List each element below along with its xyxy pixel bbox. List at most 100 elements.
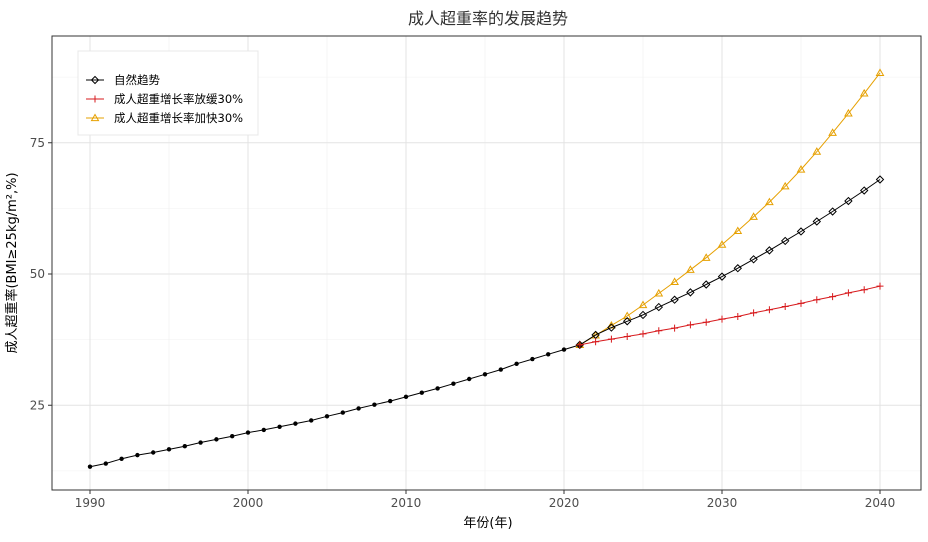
legend-label: 自然趋势 xyxy=(114,73,160,87)
legend-box xyxy=(77,50,259,136)
series-0-point xyxy=(654,302,664,312)
series-history-point xyxy=(87,464,93,469)
series-2-point xyxy=(796,165,806,173)
series-1-point xyxy=(718,315,726,323)
series-2-point xyxy=(812,147,822,155)
series-history-point xyxy=(293,421,298,426)
series-history-point xyxy=(119,456,124,461)
series-2-point xyxy=(638,300,648,309)
series-2-point xyxy=(670,277,679,285)
series-1 xyxy=(576,282,884,349)
series-1-point xyxy=(750,309,758,317)
series-1-point xyxy=(797,299,805,307)
legend-label: 成人超重增长率加快30% xyxy=(114,111,243,125)
series-1-point xyxy=(655,327,663,335)
series-history-point xyxy=(435,386,440,391)
series-2-point xyxy=(701,253,711,261)
x-tick-label: 2000 xyxy=(233,496,264,510)
series-2-point xyxy=(828,128,837,136)
series-0-point xyxy=(717,272,727,281)
series-history-point xyxy=(546,352,551,357)
series-0-point xyxy=(749,255,758,264)
series-0-point xyxy=(670,295,679,304)
series-0-point xyxy=(686,288,695,297)
series-history-point xyxy=(530,356,535,362)
series-0-point xyxy=(701,280,711,289)
series-1-point xyxy=(860,286,868,294)
series-2-point xyxy=(859,88,869,97)
series-2-line xyxy=(579,72,881,346)
series-1-point xyxy=(781,303,789,311)
x-tick-label: 2010 xyxy=(391,496,422,510)
series-0-point xyxy=(844,196,853,206)
y-axis: 25 50 75 xyxy=(30,136,52,412)
series-history-point xyxy=(103,461,109,466)
series-history-point xyxy=(403,394,409,400)
series-1-point xyxy=(607,335,615,343)
legend-key-marker xyxy=(90,75,100,85)
series-history-point xyxy=(182,444,187,449)
x-tick-label: 2030 xyxy=(707,496,738,510)
series-1-point xyxy=(639,330,647,338)
chart-title: 成人超重率的发展趋势 xyxy=(408,9,568,28)
y-tick-label: 25 xyxy=(30,398,45,412)
x-tick-label: 1990 xyxy=(75,496,106,510)
series-0 xyxy=(575,175,885,350)
series-history-point xyxy=(451,381,456,386)
series-1-point xyxy=(576,341,584,349)
legend-item: 成人超重增长率放缓30% xyxy=(86,92,243,106)
x-tick-label: 2040 xyxy=(865,496,896,510)
y-tick-label: 75 xyxy=(30,136,45,150)
series-history-point xyxy=(214,437,219,442)
series-1-point xyxy=(623,332,631,340)
series-history-point xyxy=(561,347,567,352)
series-1-point xyxy=(765,306,773,314)
series-0-point xyxy=(622,317,632,326)
series-history-point xyxy=(324,414,330,419)
series-layer xyxy=(87,68,885,469)
series-history-point xyxy=(467,376,472,382)
series-history-point xyxy=(261,427,266,433)
series-0-point xyxy=(828,207,837,216)
series-1-point xyxy=(844,289,852,297)
series-history-point xyxy=(151,450,156,455)
series-0-point xyxy=(859,186,869,195)
legend-key-marker xyxy=(90,113,100,122)
series-2-point xyxy=(717,240,727,248)
series-1-point xyxy=(671,324,679,332)
series-2-point xyxy=(654,288,664,297)
series-0-point xyxy=(765,246,774,255)
plot-border xyxy=(51,35,922,491)
series-history-point xyxy=(135,452,140,458)
series-0-point xyxy=(607,323,616,332)
legend-item: 自然趋势 xyxy=(86,73,160,87)
series-2-point xyxy=(875,68,885,77)
series-history-point xyxy=(198,440,203,445)
series-1-point xyxy=(829,293,837,301)
series-0-point xyxy=(796,227,806,236)
series-history-point xyxy=(356,406,361,411)
series-1-point xyxy=(813,296,821,304)
legend-key-marker xyxy=(91,95,99,103)
series-2-point xyxy=(765,197,774,206)
series-history-point xyxy=(514,361,519,366)
series-history-point xyxy=(340,410,345,415)
series-2-point xyxy=(780,181,790,190)
series-2-point xyxy=(686,265,695,273)
series-2-point xyxy=(622,311,632,320)
series-history-line xyxy=(89,344,580,468)
x-tick-label: 2020 xyxy=(549,496,580,510)
series-0-point xyxy=(638,310,648,320)
series-1-point xyxy=(702,318,710,326)
series-1-point xyxy=(876,282,884,290)
legend-label: 成人超重增长率放缓30% xyxy=(114,92,243,106)
series-history-point xyxy=(372,402,377,407)
series-history-point xyxy=(419,390,424,395)
series-history-point xyxy=(388,398,393,404)
y-tick-label: 50 xyxy=(30,267,45,281)
series-0-point xyxy=(812,217,822,226)
series-history-point xyxy=(482,372,488,377)
series-1-point xyxy=(686,321,694,329)
series-0-point xyxy=(780,236,790,246)
